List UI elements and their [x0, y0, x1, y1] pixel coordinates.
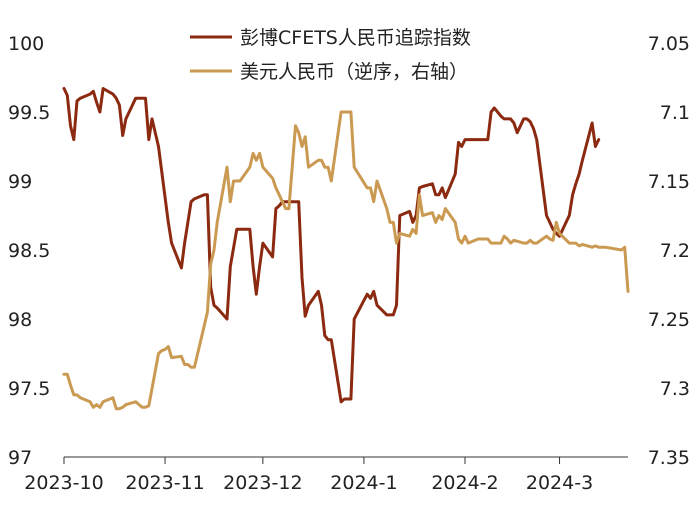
y-right-tick-label: 7.2: [660, 240, 690, 262]
y-right-tick-label: 7.1: [660, 102, 690, 124]
y-left-tick-label: 97: [8, 447, 32, 469]
axes: 2023-10 2023-11 2023-12 2024-1 2024-2 2024-3 9…: [8, 33, 690, 494]
y-right-tick-label: 7.15: [648, 171, 690, 193]
y-left-tick-label: 97.5: [8, 378, 50, 400]
y-left-tick-label: 98.5: [8, 240, 50, 262]
y-right-tick-label: 7.35: [648, 447, 690, 469]
legend: 彭博CFETS人民币追踪指数 美元人民币（逆序，右轴）: [190, 27, 471, 83]
y-left-tick-label: 100: [8, 33, 44, 55]
y-left-tick-label: 98: [8, 309, 32, 331]
x-tick-label: 2023-11: [125, 472, 204, 494]
x-tick-label: 2024-3: [526, 472, 593, 494]
x-tick-label: 2024-2: [431, 472, 498, 494]
series-lines: [62, 87, 630, 411]
x-tick-label: 2023-12: [223, 472, 302, 494]
x-tick-label: 2024-1: [330, 472, 397, 494]
y-left-tick-label: 99: [8, 171, 32, 193]
legend-label-cfets-index: 彭博CFETS人民币追踪指数: [240, 27, 471, 49]
x-tick-label: 2023-10: [24, 472, 103, 494]
y-left-tick-label: 99.5: [8, 102, 50, 124]
y-right-tick-label: 7.25: [648, 309, 690, 331]
series-line-cfets-index: [62, 87, 601, 404]
y-right-tick-label: 7.05: [648, 33, 690, 55]
legend-label-usdcny: 美元人民币（逆序，右轴）: [240, 61, 468, 83]
series-line-usdcny: [62, 110, 630, 411]
y-right-tick-label: 7.3: [660, 378, 690, 400]
